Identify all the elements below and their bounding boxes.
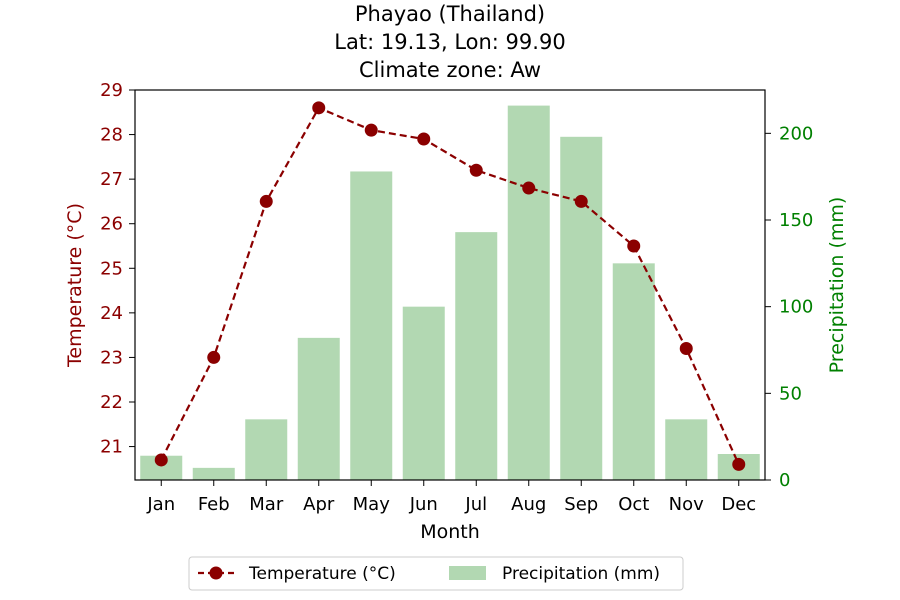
- legend: Temperature (°C) Precipitation (mm): [188, 556, 684, 591]
- month-tick-label: Oct: [618, 494, 649, 515]
- temperature-point: [522, 181, 536, 195]
- temperature-tick-label: 26: [100, 214, 123, 235]
- temperature-tick-label: 24: [100, 303, 123, 324]
- temperature-tick-label: 27: [100, 169, 123, 190]
- precipitation-bar: [612, 263, 655, 480]
- precipitation-bar: [665, 419, 708, 480]
- month-tick-label: Jan: [146, 494, 175, 515]
- precipitation-axis-label: Precipitation (mm): [826, 197, 848, 374]
- precipitation-bars: [140, 105, 760, 481]
- temperature-tick-label: 22: [100, 392, 123, 413]
- precipitation-bar: [192, 467, 235, 480]
- temperature-series: [154, 101, 746, 471]
- precipitation-axis: 0 50 100 150 200: [765, 123, 813, 491]
- temperature-point: [154, 453, 168, 467]
- plot-frame: [134, 89, 766, 481]
- temperature-tick-label: 23: [100, 347, 123, 368]
- month-tick-label: May: [353, 494, 391, 515]
- temperature-point: [732, 457, 746, 471]
- temperature-tick-label: 21: [100, 437, 123, 458]
- chart-title: Phayao (Thailand) Lat: 19.13, Lon: 99.90…: [334, 2, 565, 82]
- legend-box: [188, 556, 684, 591]
- month-tick-label: Mar: [249, 494, 284, 515]
- title-line-1: Phayao (Thailand): [355, 2, 545, 26]
- x-axis-label: Month: [420, 521, 480, 543]
- precipitation-tick-label: 150: [779, 210, 813, 231]
- month-tick-label: Feb: [198, 494, 230, 515]
- legend-precipitation-label: Precipitation (mm): [502, 564, 660, 584]
- month-tick-label: Apr: [303, 494, 335, 515]
- temperature-tick-label: 28: [100, 125, 123, 146]
- temperature-point: [574, 194, 588, 208]
- temperature-axis: 21 22 23 24 25 26 27 28 29: [100, 80, 135, 458]
- month-axis: Jan Feb Mar Apr May Jun Jul Aug Sep Oct Nov Dec: [146, 480, 756, 515]
- precipitation-bar: [350, 171, 393, 480]
- temperature-point: [259, 194, 273, 208]
- precipitation-tick-label: 100: [779, 297, 813, 318]
- precipitation-tick-label: 0: [779, 470, 790, 491]
- precipitation-tick-label: 50: [779, 383, 802, 404]
- precipitation-bar: [402, 306, 445, 480]
- precipitation-bar: [297, 337, 340, 480]
- title-line-2: Lat: 19.13, Lon: 99.90: [334, 30, 565, 54]
- temperature-point: [469, 163, 483, 177]
- temperature-point: [207, 350, 221, 364]
- month-tick-label: Jun: [409, 494, 438, 515]
- temperature-axis-label: Temperature (°C): [64, 203, 86, 368]
- month-tick-label: Jul: [464, 494, 487, 515]
- month-tick-label: Nov: [669, 494, 704, 515]
- temperature-point: [312, 101, 326, 115]
- legend-precipitation-swatch: [449, 566, 486, 580]
- temperature-point: [679, 342, 693, 356]
- legend-temperature-label: Temperature (°C): [248, 564, 396, 584]
- precipitation-bar: [507, 105, 550, 480]
- precipitation-bar: [560, 136, 603, 481]
- precipitation-bar: [455, 232, 498, 480]
- temperature-point: [627, 239, 641, 253]
- month-tick-label: Dec: [721, 494, 756, 515]
- title-line-3: Climate zone: Aw: [359, 58, 541, 82]
- month-tick-label: Aug: [511, 494, 546, 515]
- precipitation-bar: [245, 419, 288, 480]
- temperature-tick-label: 29: [100, 80, 123, 101]
- precipitation-tick-label: 200: [779, 123, 813, 144]
- temperature-point: [364, 123, 378, 137]
- legend-temperature-marker: [209, 566, 223, 580]
- temperature-tick-label: 25: [100, 258, 123, 279]
- month-tick-label: Sep: [564, 494, 598, 515]
- temperature-point: [417, 132, 431, 146]
